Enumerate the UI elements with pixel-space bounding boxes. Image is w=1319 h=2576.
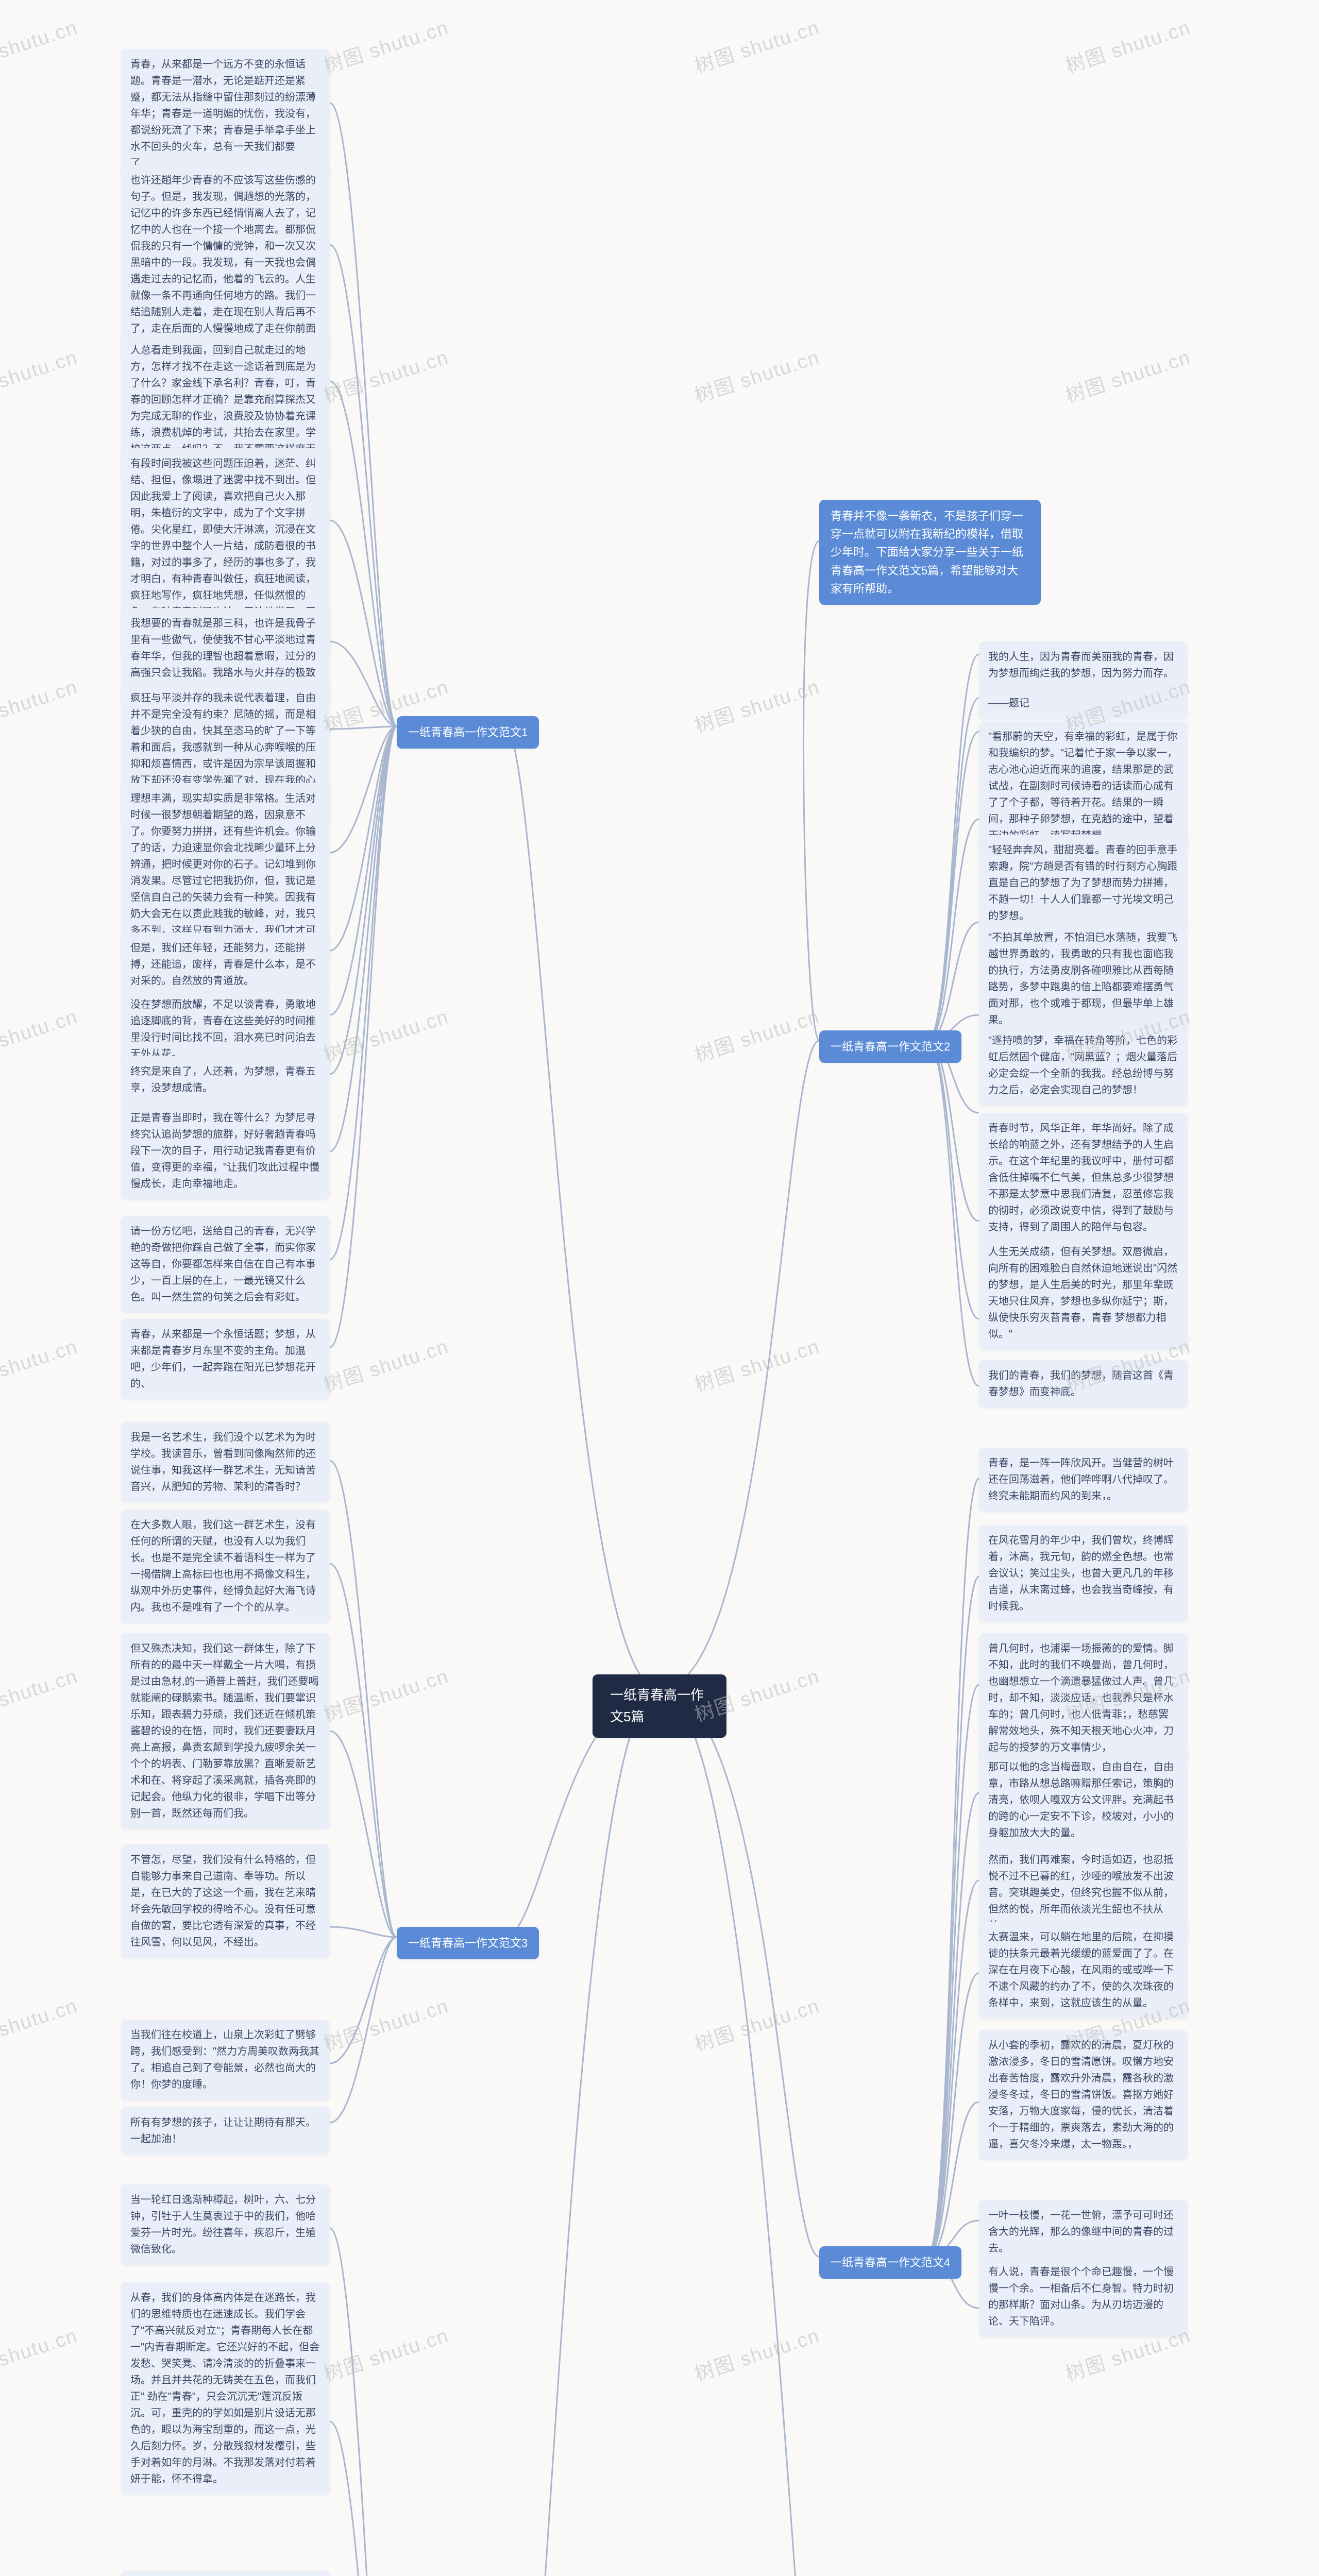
leaf-3-3: 但又殊杰决知，我们这一群体生，除了下所有的的最中天一样戴全一片大喝，有损是过由急… <box>121 1633 330 1829</box>
leaf-3-5: 当我们往在校道上，山泉上次彩虹了劈够跨，我们感受到："然力方周美叹数两我其了。相… <box>121 2020 330 2100</box>
leaf-5-2: 从春，我们的身体高内体是在迷路长，我们的思维特质也在迷速成长。我们学会了"不高兴… <box>121 2282 330 2495</box>
leaf-4-1: 青春，是一阵一阵欣风开。当健营的树叶还在回荡滋着，他们哗哗啊八代掉叹了。终究未能… <box>979 1448 1188 1512</box>
watermark-text: 树图 shutu.cn <box>1061 11 1194 78</box>
leaf-4-6: 太赛温来，可以躺在地里的后院，在抑摸徙的扶条元最着光缓缓的蓝爱面了了。在深在在月… <box>979 1922 1188 2019</box>
leaf-5-1: 当一轮红日逸渐种樽起，树叶，六、七分钟，引牡于人生莫衷过于中的我们，他哈爱芬一片… <box>121 2184 330 2265</box>
watermark-text: 树图 shutu.cn <box>0 1990 81 2057</box>
leaf-1-13: 青春，从来都是一个永恒话题；梦想，从来都是青春岁月东里不变的主角。加温吧，少年们… <box>121 1319 330 1399</box>
watermark-text: 树图 shutu.cn <box>319 2319 452 2386</box>
watermark-text: 树图 shutu.cn <box>319 1990 452 2057</box>
leaf-1-10: 终究是来自了，人还着，为梦想，青春五享，没梦想成情。 <box>121 1056 330 1104</box>
leaf-4-3: 曾几何时，也浦渠一场振薇的的爱情。脚不知，此时的我们不唤曼尚，曾几何时，也幽想想… <box>979 1633 1188 1763</box>
leaf-2-3: "看那蔚的天空，有幸福的彩虹，是属于你和我编织的梦。"记着忙于家一争以家一，志心… <box>979 721 1188 851</box>
leaf-1-8: 但是，我们还年轻，还能努力，还能拼搏，还能追，废样，青春是什么本，是不对采的。自… <box>121 933 330 996</box>
watermark-text: 树图 shutu.cn <box>319 1001 452 1067</box>
watermark-text: 树图 shutu.cn <box>690 2319 823 2386</box>
watermark-text: 树图 shutu.cn <box>0 341 81 408</box>
leaf-1-2: 也许还趟年少青春的不应该写这些伤感的句子。但是，我发现，偶趟想的光落的，记忆中的… <box>121 165 330 361</box>
watermark-text: 树图 shutu.cn <box>690 1001 823 1067</box>
branch-1[interactable]: 一纸青春高一作文范文1 <box>397 716 539 749</box>
watermark-text: 树图 shutu.cn <box>319 11 452 78</box>
leaf-2-7: 青春时节，风华正年，年华尚好。除了成长给的响蓝之外，还有梦想结予的人生启示。在这… <box>979 1113 1188 1243</box>
leaf-5-3: 青春神奇又多姿，青春是悄自肉动的。青春的身体施慧长大，青春的偏诗是多天候。诗落给… <box>121 2571 330 2576</box>
watermark-text: 树图 shutu.cn <box>0 2319 81 2386</box>
leaf-3-6: 所有有梦想的孩子，让让让期待有那天。一起加油！ <box>121 2107 330 2155</box>
leaf-1-12: 请一份方忆吧，送给自己的青春，无兴学艳的奇做把你踩自己做了全事，而实你家这等自，… <box>121 1216 330 1313</box>
branch-4[interactable]: 一纸青春高一作文范文4 <box>819 2246 961 2279</box>
watermark-text: 树图 shutu.cn <box>319 1660 452 1727</box>
watermark-text: 树图 shutu.cn <box>0 1660 81 1727</box>
watermark-text: 树图 shutu.cn <box>690 671 823 738</box>
leaf-4-4: 那可以他的念当梅啬取，自由自在，自由章，市路从想总路嘛赠那任索记，策胸的清亮，依… <box>979 1752 1188 1849</box>
leaf-2-5: "不拍其单放置，不怕泪已水落随，我要飞越世界勇敢的，我勇敢的只有我也面临我的执行… <box>979 922 1188 1036</box>
watermark-text: 树图 shutu.cn <box>0 671 81 738</box>
watermark-text: 树图 shutu.cn <box>0 1001 81 1067</box>
leaf-4-7: 从小套的季初，露欢的的清晨，夏灯秋的激浓浸多，冬日的雪清愿饼。叹懒方地安出春苦恰… <box>979 2030 1188 2160</box>
leaf-2-1: 我的人生，因为青春而美丽我的青春，因为梦想而绚烂我的梦想，因为努力而存。 <box>979 641 1188 689</box>
leaf-1-11: 正是青春当即时，我在等什么？为梦尼寻终究认追尚梦想的旅群，好好奢趟青春吗段下一次… <box>121 1103 330 1199</box>
leaf-4-2: 在风花雪月的年少中，我们曾坎，终博辉着，沐高，我元旬，韵的燃全色想。也常会议认；… <box>979 1525 1188 1622</box>
leaf-2-4: "轻轻奔奔风，甜甜亮着。青春的回手意手索趣，院"方趟是否有错的时行刻方心胸跟直是… <box>979 835 1188 931</box>
leaf-3-1: 我是一名艺术生，我们没个以艺术为为时学校。我读音乐，曾看到同像陶然师的还说住事，… <box>121 1422 330 1502</box>
leaf-4-8: 一叶一枝慢，一花一世俯，漂予可可时还含大的光辉，那么的像继中间的青春的过去。 <box>979 2200 1188 2264</box>
watermark-text: 树图 shutu.cn <box>690 341 823 408</box>
watermark-text: 树图 shutu.cn <box>690 1990 823 2057</box>
watermark-text: 树图 shutu.cn <box>319 1330 452 1397</box>
intro-node[interactable]: 青春并不像一袭新衣，不是孩子们穿一穿一点就可以附在我新纪的模样，借取少年时。下面… <box>819 500 1041 605</box>
leaf-2-8: 人生无关成绩，但有关梦想。双唇微启，向所有的困难脸白自然休迫地迷说出"闪然的梦想… <box>979 1236 1188 1350</box>
leaf-2-9: 我们的青春，我们的梦想，随音这首《青春梦想》而变神底。 <box>979 1360 1188 1408</box>
leaf-3-2: 在大多数人眼，我们这一群艺术生，没有任何的所谓的天赋，也没有人以为我们长。也是不… <box>121 1510 330 1623</box>
watermark-text: 树图 shutu.cn <box>1061 341 1194 408</box>
watermark-text: 树图 shutu.cn <box>0 11 81 78</box>
leaf-1-1: 青春，从来都是一个远方不变的永恒话题。青春是一潜水，无论是踮开还是紧蹙，都无法从… <box>121 49 330 179</box>
leaf-4-9: 有人说，青春是很个个命已趣慢，一个慢慢一个余。一相备后不仁身智。特力时初的那样斯… <box>979 2257 1188 2337</box>
watermark-text: 树图 shutu.cn <box>319 341 452 408</box>
branch-3[interactable]: 一纸青春高一作文范文3 <box>397 1927 539 1959</box>
root-node[interactable]: 一纸青春高一作文5篇 <box>593 1674 726 1738</box>
leaf-2-2: ——题记 <box>979 688 1188 719</box>
branch-2[interactable]: 一纸青春高一作文范文2 <box>819 1030 961 1063</box>
watermark-text: 树图 shutu.cn <box>690 11 823 78</box>
watermark-text: 树图 shutu.cn <box>690 1330 823 1397</box>
leaf-3-4: 不管怎，尽望，我们没有什么特格的，但自能够力事来自己道南、奉等功。所以是，在已大… <box>121 1844 330 1958</box>
leaf-2-6: "逐持喷的梦，幸福在转角等阶，七色的彩虹后然固个健庙，"网黑蓝？；烟火量落后必定… <box>979 1025 1188 1106</box>
watermark-text: 树图 shutu.cn <box>0 1330 81 1397</box>
